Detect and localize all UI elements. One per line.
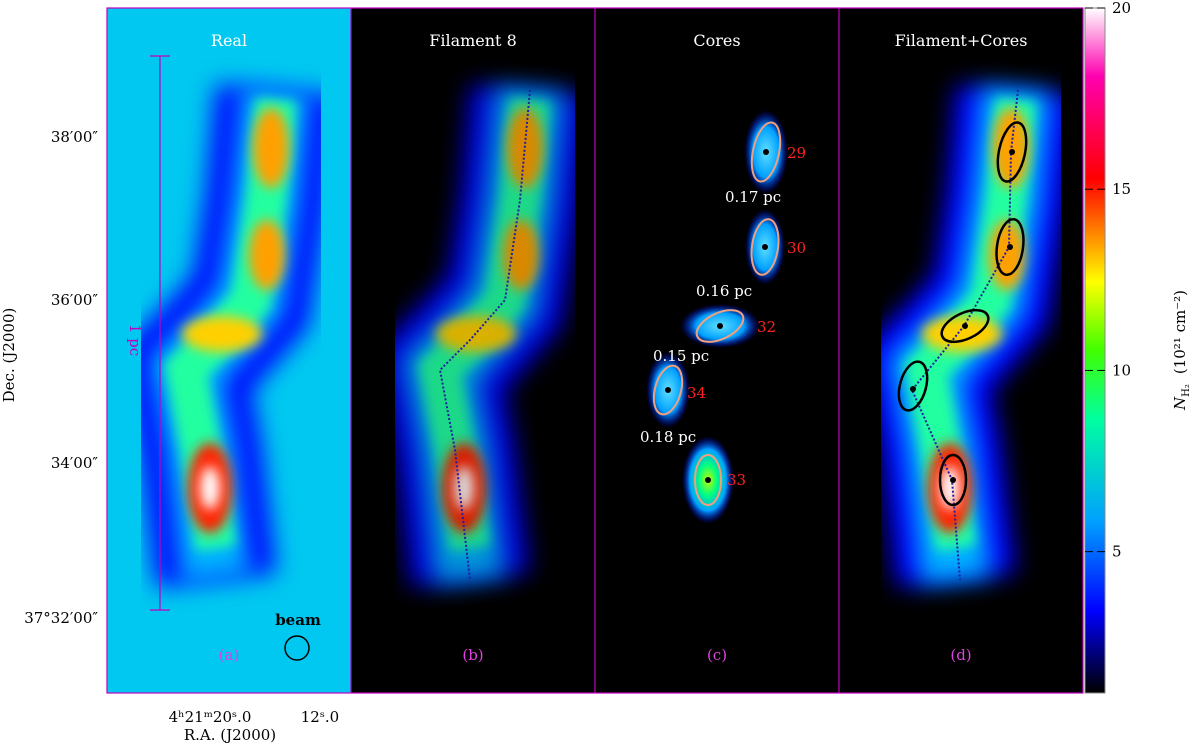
colorbar-subscript: H₂ (1181, 384, 1192, 397)
colorbar-unit: (10²¹ cm⁻²) (1171, 290, 1189, 374)
beam-circle (284, 635, 310, 661)
core-size: 0.17 pc (725, 188, 781, 206)
frames (106, 7, 1084, 694)
core-id: 29 (787, 144, 806, 162)
y-tick-label: 37°32′00″ (24, 609, 98, 627)
colorbar-tick-label: 5 (1112, 543, 1122, 561)
panel-real (107, 8, 351, 693)
core-size: 0.18 pc (640, 428, 696, 446)
panel-titles: Real (a) Filament 8 (b) Cores (c) Filament+Cor… (211, 31, 1028, 664)
colorbar-symbol: N (1171, 396, 1189, 411)
colorbar-tick-label: 20 (1112, 0, 1131, 17)
panel-label: (d) (950, 646, 971, 664)
colorbar-tick-label: 15 (1112, 180, 1131, 198)
colorbar (1084, 7, 1106, 694)
panel-label: (c) (707, 646, 727, 664)
panel-label: (a) (219, 646, 240, 664)
panel-title: Real (211, 31, 247, 50)
y-tick-label: 34′00″ (51, 454, 99, 472)
core-id: 33 (727, 471, 746, 489)
panel-title: Filament+Cores (895, 31, 1028, 50)
core-id: 34 (687, 384, 706, 402)
colorbar-label: NH₂ (10²¹ cm⁻²) (1171, 290, 1192, 411)
panel-label: (b) (462, 646, 483, 664)
x-tick-label: 4ʰ21ᵐ20ˢ.0 (169, 708, 252, 726)
beam-label: beam (275, 611, 321, 629)
core-id: 30 (787, 239, 806, 257)
y-tick-label: 38′00″ (51, 128, 99, 146)
panel-title: Filament 8 (429, 31, 517, 50)
core-size: 0.16 pc (696, 282, 752, 300)
core-size: 0.15 pc (653, 347, 709, 365)
scale-bar-label: 1 pc (126, 324, 144, 356)
core-id: 32 (757, 318, 776, 336)
colorbar-tick-label: 10 (1112, 361, 1131, 379)
x-axis-label: R.A. (J2000) (184, 726, 276, 744)
panel-title: Cores (693, 31, 740, 50)
x-tick-label: 12ˢ.0 (301, 708, 339, 726)
panel-filament (351, 8, 595, 693)
panel-cores: 29 30 32 34 33 0.17 pc 0.16 pc 0.15 pc 0… (595, 8, 839, 693)
y-axis-label: Dec. (J2000) (0, 308, 18, 403)
y-tick-label: 36′00″ (51, 291, 99, 309)
panel-filament-cores (839, 8, 1083, 693)
